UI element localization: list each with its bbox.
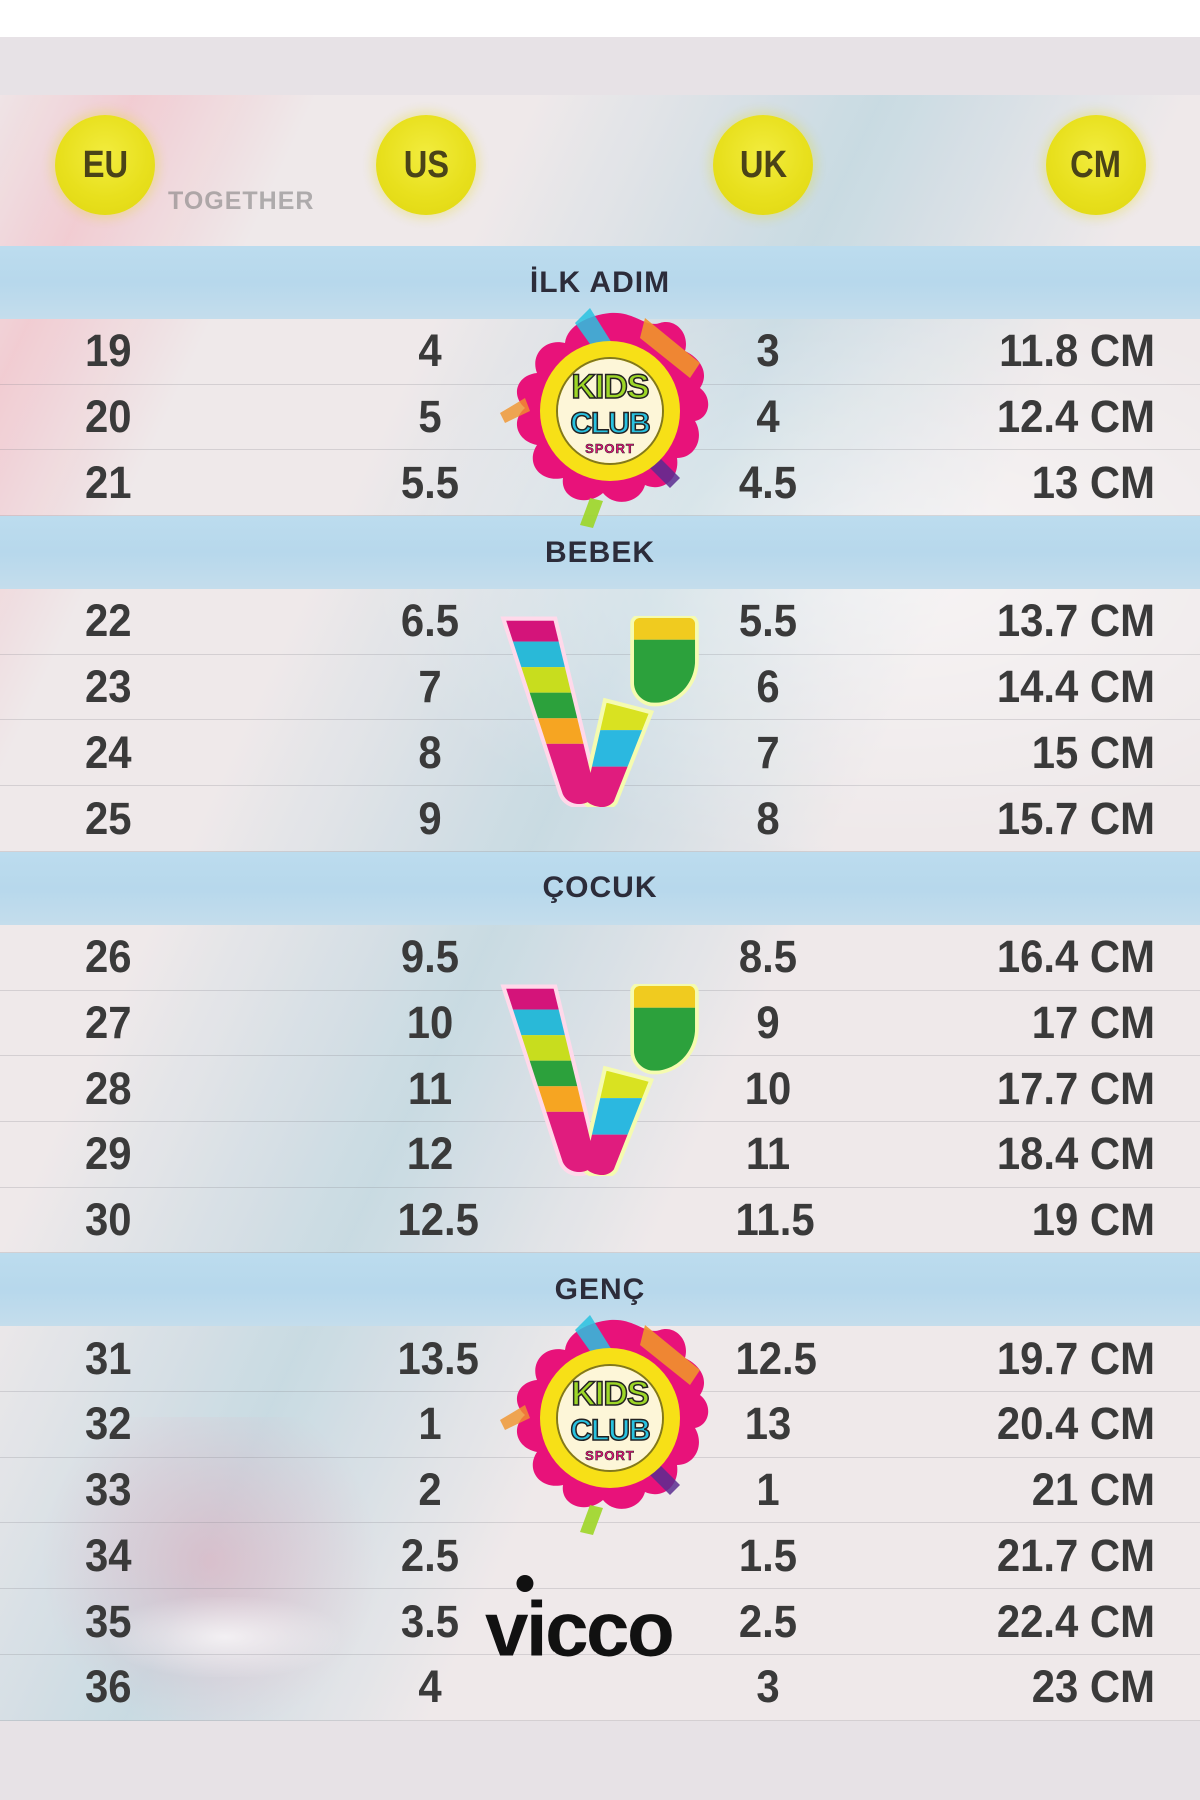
svg-text:CLUB: CLUB — [570, 407, 650, 440]
svg-text:vicco: vicco — [485, 1585, 672, 1669]
svg-text:CLUB: CLUB — [570, 1414, 650, 1447]
svg-text:SPORT: SPORT — [585, 441, 635, 456]
svg-text:KIDS: KIDS — [571, 1375, 649, 1413]
svg-text:SPORT: SPORT — [585, 1448, 635, 1463]
svg-text:KIDS: KIDS — [571, 368, 649, 406]
